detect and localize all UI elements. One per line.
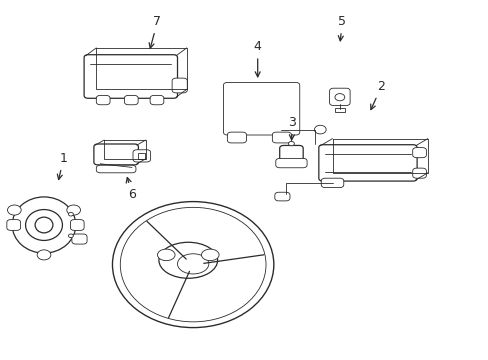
- Ellipse shape: [255, 104, 267, 112]
- Ellipse shape: [334, 94, 344, 101]
- FancyBboxPatch shape: [223, 82, 299, 135]
- FancyBboxPatch shape: [321, 178, 343, 188]
- Ellipse shape: [159, 242, 217, 278]
- Ellipse shape: [182, 257, 203, 272]
- Ellipse shape: [229, 86, 293, 130]
- Text: 4: 4: [253, 40, 261, 77]
- FancyBboxPatch shape: [72, 234, 87, 244]
- Ellipse shape: [288, 141, 294, 146]
- FancyBboxPatch shape: [412, 168, 426, 178]
- Ellipse shape: [120, 207, 265, 322]
- FancyBboxPatch shape: [274, 192, 289, 201]
- Text: 1: 1: [57, 152, 67, 180]
- FancyBboxPatch shape: [133, 150, 150, 162]
- Ellipse shape: [25, 210, 62, 240]
- FancyBboxPatch shape: [94, 144, 138, 165]
- Ellipse shape: [157, 249, 175, 261]
- FancyBboxPatch shape: [96, 165, 136, 173]
- Ellipse shape: [177, 254, 208, 274]
- FancyBboxPatch shape: [96, 95, 110, 105]
- FancyBboxPatch shape: [84, 55, 177, 98]
- Text: 5: 5: [338, 15, 346, 41]
- Ellipse shape: [112, 202, 273, 328]
- Text: 7: 7: [149, 15, 161, 48]
- FancyBboxPatch shape: [70, 220, 84, 230]
- Ellipse shape: [201, 249, 219, 261]
- FancyBboxPatch shape: [172, 78, 187, 93]
- Ellipse shape: [12, 197, 76, 253]
- FancyBboxPatch shape: [150, 95, 163, 105]
- Text: 3: 3: [288, 116, 296, 140]
- Ellipse shape: [67, 205, 81, 215]
- Ellipse shape: [7, 205, 21, 215]
- Ellipse shape: [37, 250, 51, 260]
- Ellipse shape: [244, 96, 279, 120]
- Ellipse shape: [68, 234, 73, 238]
- FancyBboxPatch shape: [412, 148, 426, 158]
- FancyBboxPatch shape: [227, 132, 246, 143]
- Ellipse shape: [35, 217, 53, 233]
- FancyBboxPatch shape: [7, 220, 20, 230]
- Text: 2: 2: [370, 80, 385, 109]
- FancyBboxPatch shape: [318, 145, 416, 181]
- Ellipse shape: [314, 125, 325, 134]
- Text: 6: 6: [126, 177, 136, 201]
- FancyBboxPatch shape: [279, 145, 303, 161]
- Ellipse shape: [68, 212, 73, 216]
- FancyBboxPatch shape: [272, 132, 291, 143]
- FancyBboxPatch shape: [329, 88, 349, 105]
- Bar: [138, 153, 144, 159]
- Ellipse shape: [174, 252, 211, 277]
- Bar: [334, 108, 344, 112]
- FancyBboxPatch shape: [275, 158, 306, 168]
- FancyBboxPatch shape: [124, 95, 138, 105]
